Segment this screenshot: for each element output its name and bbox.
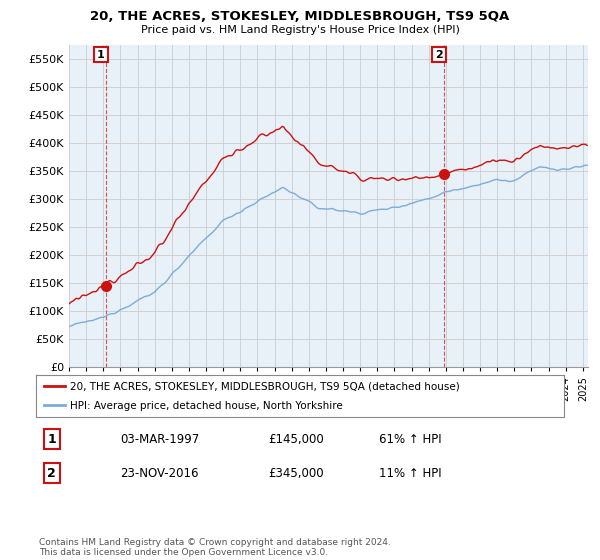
- Text: £145,000: £145,000: [268, 432, 324, 446]
- Text: Contains HM Land Registry data © Crown copyright and database right 2024.
This d: Contains HM Land Registry data © Crown c…: [39, 538, 391, 557]
- Text: 1: 1: [47, 432, 56, 446]
- Text: HPI: Average price, detached house, North Yorkshire: HPI: Average price, detached house, Nort…: [70, 402, 343, 411]
- Text: 20, THE ACRES, STOKESLEY, MIDDLESBROUGH, TS9 5QA (detached house): 20, THE ACRES, STOKESLEY, MIDDLESBROUGH,…: [70, 381, 460, 391]
- Text: 61% ↑ HPI: 61% ↑ HPI: [379, 432, 442, 446]
- Text: Price paid vs. HM Land Registry's House Price Index (HPI): Price paid vs. HM Land Registry's House …: [140, 25, 460, 35]
- Text: 2: 2: [435, 50, 443, 59]
- Text: £345,000: £345,000: [268, 466, 324, 480]
- Text: 11% ↑ HPI: 11% ↑ HPI: [379, 466, 442, 480]
- Text: 2: 2: [47, 466, 56, 480]
- Text: 1: 1: [97, 50, 105, 59]
- Text: 20, THE ACRES, STOKESLEY, MIDDLESBROUGH, TS9 5QA: 20, THE ACRES, STOKESLEY, MIDDLESBROUGH,…: [91, 10, 509, 23]
- Text: 03-MAR-1997: 03-MAR-1997: [121, 432, 200, 446]
- Text: 23-NOV-2016: 23-NOV-2016: [121, 466, 199, 480]
